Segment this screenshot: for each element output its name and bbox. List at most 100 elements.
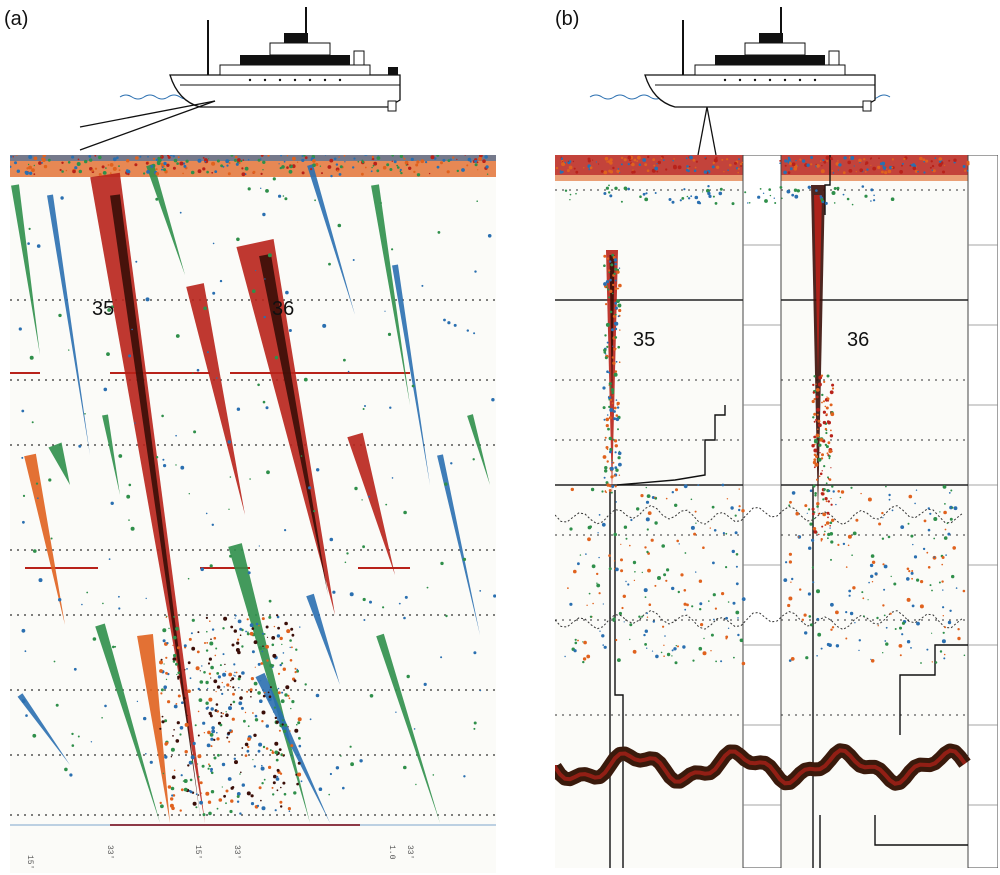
echo-speckle bbox=[788, 659, 792, 662]
echo-speckle bbox=[735, 565, 738, 568]
echo-speckle bbox=[235, 671, 238, 674]
echo-speckle bbox=[442, 158, 446, 162]
echo-speckle bbox=[807, 592, 811, 596]
echo-speckle bbox=[603, 170, 608, 175]
echo-speckle bbox=[413, 728, 416, 730]
echo-speckle bbox=[825, 521, 830, 525]
echo-speckle bbox=[234, 617, 236, 619]
echo-speckle bbox=[284, 723, 288, 727]
echo-speckle bbox=[169, 803, 174, 808]
echo-speckle bbox=[173, 704, 178, 709]
echo-speckle bbox=[440, 161, 443, 165]
echo-speckle bbox=[612, 256, 616, 259]
echo-speckle bbox=[911, 577, 913, 580]
echo-speckle bbox=[193, 430, 197, 434]
echo-speckle bbox=[790, 657, 795, 661]
svg-text:33': 33' bbox=[105, 845, 114, 859]
echo-speckle bbox=[94, 155, 97, 157]
echo-speckle bbox=[194, 724, 197, 727]
echo-speckle bbox=[618, 611, 622, 616]
echo-speckle bbox=[65, 169, 68, 172]
echo-speckle bbox=[804, 504, 808, 508]
echo-speckle bbox=[185, 159, 189, 163]
echo-speckle bbox=[48, 478, 52, 482]
echo-speckle bbox=[585, 553, 587, 555]
echo-speckle bbox=[683, 589, 687, 592]
echo-speckle bbox=[569, 527, 573, 531]
echo-speckle bbox=[671, 655, 673, 657]
echo-speckle bbox=[175, 434, 177, 437]
echo-speckle bbox=[342, 786, 345, 790]
echo-speckle bbox=[942, 485, 947, 489]
echo-speckle bbox=[816, 589, 820, 594]
echo-speckle bbox=[184, 750, 188, 754]
echo-speckle bbox=[271, 786, 274, 789]
echo-speckle bbox=[882, 563, 885, 566]
echo-speckle bbox=[613, 532, 617, 537]
echo-speckle bbox=[187, 661, 191, 665]
echo-speckle bbox=[734, 514, 737, 517]
echo-speckle bbox=[314, 199, 316, 202]
echo-speckle bbox=[613, 406, 617, 410]
echo-speckle bbox=[673, 647, 677, 651]
echo-speckle bbox=[284, 693, 288, 697]
echo-speckle bbox=[654, 166, 659, 171]
echo-speckle bbox=[643, 633, 646, 637]
echo-speckle bbox=[832, 172, 835, 174]
echo-speckle bbox=[573, 167, 576, 170]
echo-speckle bbox=[806, 163, 810, 167]
echo-speckle bbox=[827, 532, 831, 537]
echo-speckle bbox=[849, 157, 851, 159]
echo-speckle bbox=[612, 166, 615, 170]
echo-speckle bbox=[102, 602, 104, 605]
echo-speckle bbox=[920, 580, 924, 584]
echo-speckle bbox=[145, 297, 150, 302]
echo-speckle bbox=[858, 639, 861, 642]
echo-speckle bbox=[946, 522, 949, 525]
echo-speckle bbox=[850, 486, 853, 489]
echo-speckle bbox=[258, 742, 263, 747]
echo-speckle bbox=[645, 486, 647, 489]
echo-speckle bbox=[619, 329, 621, 331]
echo-speckle bbox=[173, 769, 176, 772]
echo-speckle bbox=[741, 661, 746, 666]
echo-speckle bbox=[614, 186, 618, 190]
echo-speckle bbox=[835, 162, 840, 166]
echo-speckle bbox=[886, 168, 888, 170]
echo-speckle bbox=[274, 716, 277, 720]
echo-speckle bbox=[830, 429, 832, 432]
echo-speckle bbox=[583, 167, 585, 169]
echo-speckle bbox=[473, 332, 476, 335]
echo-speckle bbox=[225, 711, 227, 713]
echo-speckle bbox=[214, 654, 217, 657]
echo-speckle bbox=[869, 563, 874, 568]
echo-speckle bbox=[170, 797, 174, 801]
echo-speckle bbox=[663, 573, 667, 577]
echo-speckle bbox=[453, 323, 457, 327]
echo-speckle bbox=[900, 525, 905, 529]
echo-speckle bbox=[296, 669, 299, 673]
echo-speckle bbox=[413, 170, 416, 174]
echo-speckle bbox=[240, 159, 243, 163]
echo-speckle bbox=[261, 720, 264, 723]
echo-speckle bbox=[963, 654, 966, 657]
echo-speckle bbox=[474, 270, 477, 273]
echo-speckle bbox=[815, 433, 820, 438]
echo-speckle bbox=[623, 525, 628, 529]
echo-speckle bbox=[216, 685, 221, 689]
echo-speckle bbox=[910, 647, 912, 649]
echo-speckle bbox=[112, 645, 115, 649]
echo-speckle bbox=[666, 568, 670, 572]
echo-speckle bbox=[446, 170, 450, 174]
echo-speckle bbox=[829, 521, 833, 525]
echo-speckle bbox=[604, 466, 608, 470]
echo-speckle bbox=[786, 189, 791, 194]
echo-speckle bbox=[837, 160, 839, 162]
echo-speckle bbox=[674, 661, 678, 665]
echo-speckle bbox=[575, 192, 577, 195]
echo-speckle bbox=[330, 174, 333, 178]
echo-speckle bbox=[202, 157, 205, 159]
echo-speckle bbox=[171, 794, 174, 797]
echo-speckle bbox=[175, 626, 179, 631]
echo-speckle bbox=[228, 508, 230, 510]
